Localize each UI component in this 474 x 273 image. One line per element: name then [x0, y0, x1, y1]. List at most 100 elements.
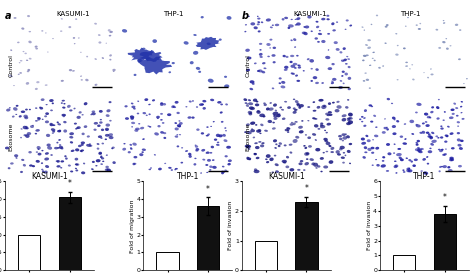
- Ellipse shape: [292, 139, 298, 143]
- Ellipse shape: [171, 105, 175, 108]
- Ellipse shape: [216, 144, 219, 146]
- Ellipse shape: [81, 79, 83, 81]
- Ellipse shape: [321, 18, 326, 20]
- Ellipse shape: [29, 58, 32, 60]
- Ellipse shape: [225, 130, 227, 131]
- Ellipse shape: [460, 106, 462, 108]
- Ellipse shape: [201, 132, 204, 135]
- Ellipse shape: [254, 168, 257, 171]
- Ellipse shape: [20, 60, 22, 61]
- Ellipse shape: [207, 133, 210, 136]
- Ellipse shape: [372, 58, 374, 59]
- Ellipse shape: [153, 39, 157, 43]
- Ellipse shape: [246, 69, 250, 72]
- Ellipse shape: [425, 121, 428, 123]
- Ellipse shape: [310, 80, 313, 82]
- Bar: [393, 256, 416, 270]
- Ellipse shape: [292, 111, 297, 114]
- Ellipse shape: [257, 110, 260, 112]
- Ellipse shape: [291, 65, 295, 68]
- Ellipse shape: [375, 159, 377, 160]
- Title: THP-1: THP-1: [413, 171, 436, 180]
- Ellipse shape: [423, 72, 425, 73]
- Text: *: *: [305, 184, 309, 193]
- Bar: [255, 241, 277, 270]
- Ellipse shape: [419, 132, 422, 134]
- Ellipse shape: [173, 106, 176, 108]
- Ellipse shape: [459, 147, 463, 150]
- Ellipse shape: [364, 109, 367, 112]
- Ellipse shape: [345, 63, 348, 65]
- Ellipse shape: [447, 166, 450, 168]
- Ellipse shape: [347, 150, 351, 153]
- Ellipse shape: [224, 127, 227, 129]
- Ellipse shape: [443, 20, 445, 21]
- Ellipse shape: [445, 135, 448, 137]
- Ellipse shape: [320, 124, 323, 126]
- Ellipse shape: [249, 112, 252, 114]
- Ellipse shape: [61, 18, 63, 20]
- Ellipse shape: [300, 160, 303, 162]
- Ellipse shape: [179, 134, 181, 135]
- Ellipse shape: [178, 126, 181, 127]
- Ellipse shape: [396, 153, 402, 156]
- Ellipse shape: [250, 129, 255, 132]
- Ellipse shape: [347, 66, 351, 68]
- Ellipse shape: [75, 170, 78, 171]
- Ellipse shape: [325, 113, 330, 115]
- Ellipse shape: [361, 142, 366, 145]
- Ellipse shape: [325, 56, 330, 59]
- Ellipse shape: [338, 86, 343, 89]
- Ellipse shape: [12, 115, 15, 118]
- Ellipse shape: [273, 117, 277, 120]
- Ellipse shape: [261, 142, 264, 144]
- Ellipse shape: [222, 166, 225, 167]
- Ellipse shape: [130, 148, 133, 150]
- Ellipse shape: [317, 106, 320, 109]
- Ellipse shape: [365, 44, 368, 46]
- Ellipse shape: [331, 81, 334, 82]
- Ellipse shape: [396, 120, 399, 123]
- Ellipse shape: [20, 128, 23, 130]
- Ellipse shape: [254, 63, 256, 64]
- Ellipse shape: [64, 155, 67, 157]
- Ellipse shape: [328, 102, 331, 105]
- Ellipse shape: [349, 143, 352, 145]
- Ellipse shape: [176, 134, 178, 135]
- Ellipse shape: [91, 114, 92, 115]
- Ellipse shape: [75, 148, 79, 152]
- Ellipse shape: [248, 102, 253, 105]
- Ellipse shape: [15, 114, 17, 115]
- Ellipse shape: [225, 155, 228, 157]
- Ellipse shape: [190, 61, 194, 64]
- Ellipse shape: [142, 138, 145, 140]
- Ellipse shape: [450, 158, 453, 160]
- Ellipse shape: [10, 162, 14, 165]
- Ellipse shape: [365, 54, 369, 56]
- Ellipse shape: [427, 116, 430, 118]
- Ellipse shape: [130, 115, 134, 118]
- Ellipse shape: [157, 125, 161, 127]
- Ellipse shape: [62, 106, 65, 109]
- Ellipse shape: [263, 115, 265, 117]
- Ellipse shape: [109, 54, 112, 57]
- Ellipse shape: [297, 169, 301, 171]
- Ellipse shape: [105, 128, 109, 131]
- Ellipse shape: [156, 116, 160, 118]
- Ellipse shape: [69, 136, 73, 138]
- Ellipse shape: [106, 129, 108, 130]
- Ellipse shape: [140, 127, 144, 129]
- Ellipse shape: [36, 129, 40, 132]
- Ellipse shape: [75, 18, 77, 20]
- Ellipse shape: [298, 64, 301, 66]
- Ellipse shape: [327, 123, 331, 126]
- Ellipse shape: [64, 103, 65, 105]
- Text: *: *: [68, 179, 72, 188]
- Ellipse shape: [426, 132, 429, 134]
- Ellipse shape: [341, 133, 346, 136]
- Ellipse shape: [128, 151, 131, 153]
- Ellipse shape: [392, 132, 397, 135]
- Ellipse shape: [91, 112, 96, 115]
- Ellipse shape: [254, 26, 258, 29]
- Ellipse shape: [287, 132, 289, 133]
